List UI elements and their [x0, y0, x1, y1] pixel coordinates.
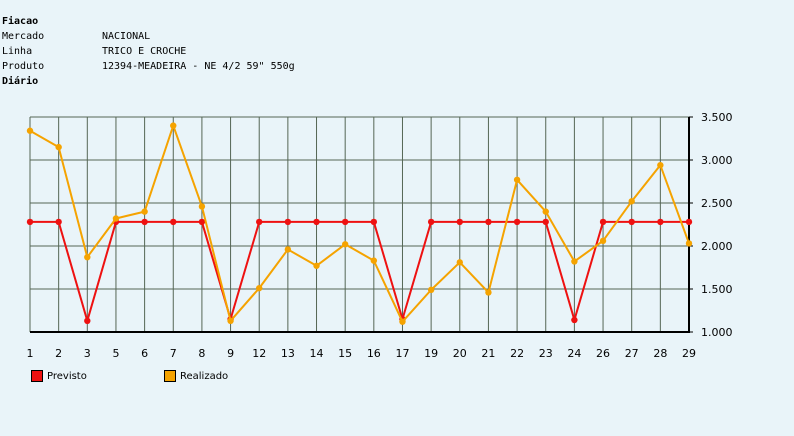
x-tick-label: 2 [55, 347, 62, 360]
data-point-previsto [170, 218, 177, 226]
info-label: Mercado [2, 31, 45, 42]
period-text: Diário [2, 76, 39, 87]
data-point-previsto [571, 316, 578, 324]
series-line-realizado [29, 124, 690, 323]
data-point-realizado [26, 127, 34, 134]
info-value: NACIONAL [102, 31, 151, 42]
x-tick-label: 15 [338, 347, 352, 360]
data-point-realizado [456, 259, 463, 266]
info-row-mercado: Mercado NACIONAL [2, 29, 295, 44]
data-point-previsto [370, 218, 378, 226]
data-point-realizado [542, 208, 549, 215]
x-tick-label: 26 [596, 347, 610, 360]
x-tick-label: 17 [395, 347, 409, 360]
x-tick-label: 22 [510, 347, 524, 360]
x-tick-label: 14 [310, 347, 324, 360]
x-tick-label: 19 [424, 347, 438, 360]
data-point-realizado [141, 208, 148, 215]
info-row-produto: Produto 12394-MEADEIRA - NE 4/2 59" 550g [2, 59, 295, 74]
data-point-realizado [571, 258, 578, 265]
data-point-realizado [112, 215, 120, 222]
info-label: Produto [2, 61, 45, 72]
data-point-realizado [284, 246, 292, 253]
data-point-realizado [685, 240, 693, 247]
series-line-previsto [30, 220, 689, 322]
info-label: Linha [2, 46, 33, 57]
x-tick-label: 8 [198, 347, 205, 360]
x-tick-label: 24 [567, 347, 581, 360]
data-point-realizado [227, 317, 234, 325]
data-point-previsto [599, 218, 607, 226]
data-point-realizado [628, 198, 635, 205]
data-point-previsto [513, 218, 521, 226]
info-value: 12394-MEADEIRA - NE 4/2 59" 550g [102, 61, 295, 72]
data-point-previsto [685, 218, 693, 226]
data-point-realizado [485, 289, 492, 296]
x-tick-label: 27 [625, 347, 639, 360]
data-point-previsto [284, 218, 292, 226]
data-point-previsto [26, 218, 34, 226]
legend-item-realizado: Realizado [164, 370, 228, 382]
x-tick-label: 7 [170, 347, 177, 360]
x-tick-label: 28 [653, 347, 667, 360]
data-point-realizado [657, 161, 664, 169]
x-tick-label: 3 [84, 347, 91, 360]
data-point-realizado [55, 143, 62, 151]
data-point-previsto [141, 218, 148, 226]
data-point-realizado [198, 203, 206, 210]
x-tick-label: 5 [112, 347, 119, 360]
x-tick-label: 13 [281, 347, 295, 360]
x-tick-label: 21 [481, 347, 495, 360]
y-tick-label: 2.000 [701, 240, 733, 253]
x-tick-label: 12 [252, 347, 266, 360]
y-tick-label: 1.000 [701, 326, 733, 339]
data-point-previsto [84, 317, 91, 325]
x-tick-label: 29 [682, 347, 696, 360]
legend-item-previsto: Previsto [31, 370, 87, 382]
x-tick-label: 6 [141, 347, 148, 360]
info-row-linha: Linha TRICO E CROCHE [2, 44, 295, 59]
y-tick-label: 2.500 [701, 197, 733, 210]
data-point-previsto [657, 218, 664, 226]
data-point-previsto [313, 218, 320, 226]
report-title-text: Fiacao [2, 16, 39, 27]
legend-label-realizado: Realizado [180, 370, 229, 382]
header-info: Fiacao Mercado NACIONAL Linha TRICO E CR… [2, 14, 295, 89]
legend-swatch-previsto [31, 370, 43, 382]
data-point-realizado [341, 241, 349, 248]
x-tick-label: 9 [227, 347, 234, 360]
data-point-previsto [456, 218, 463, 226]
info-value: TRICO E CROCHE [102, 46, 187, 57]
data-point-realizado [84, 253, 91, 261]
period-label: Diário [2, 74, 295, 89]
x-tick-label: 1 [27, 347, 34, 360]
data-point-realizado [313, 262, 320, 269]
data-point-realizado [170, 122, 177, 129]
x-tick-label: 16 [367, 347, 381, 360]
data-point-realizado [427, 286, 435, 294]
data-point-realizado [399, 318, 406, 325]
legend-swatch-realizado [164, 370, 176, 382]
data-point-realizado [256, 284, 263, 292]
data-point-previsto [341, 218, 349, 226]
y-tick-label: 3.500 [701, 111, 733, 124]
y-tick-label: 3.000 [701, 154, 733, 167]
data-point-previsto [628, 218, 635, 226]
data-point-realizado [599, 237, 607, 245]
plot-area [30, 117, 689, 332]
x-tick-label: 20 [453, 347, 467, 360]
data-point-previsto [427, 218, 435, 226]
data-point-previsto [55, 218, 62, 226]
data-point-previsto [256, 218, 263, 226]
data-point-previsto [485, 218, 492, 226]
x-tick-label: 23 [539, 347, 553, 360]
data-point-previsto [198, 218, 206, 226]
data-point-realizado [513, 176, 521, 183]
report-title: Fiacao [2, 14, 295, 29]
y-tick-label: 1.500 [701, 283, 733, 296]
data-point-realizado [370, 257, 378, 264]
data-point-previsto [542, 218, 549, 226]
legend-label-previsto: Previsto [47, 370, 87, 382]
